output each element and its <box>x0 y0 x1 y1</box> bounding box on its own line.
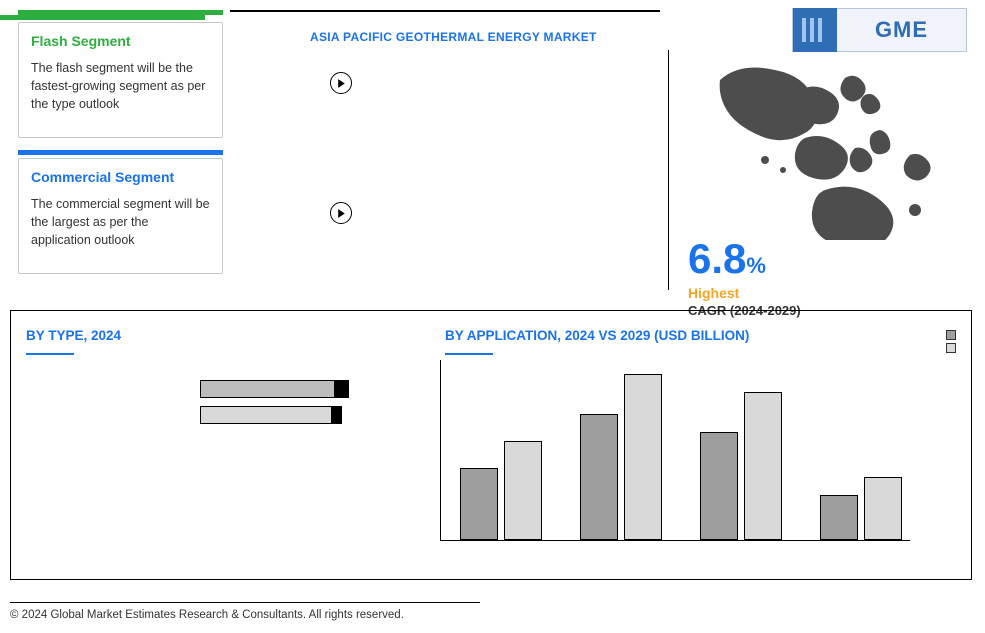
app-bar-2024 <box>700 432 738 540</box>
card-heading: Commercial Segment <box>31 169 210 185</box>
type-bar <box>200 406 332 424</box>
copyright: © 2024 Global Market Estimates Research … <box>10 609 404 621</box>
stat-pct: % <box>746 253 766 278</box>
stat-value: 6.8 <box>688 235 746 283</box>
arrow-right-icon <box>330 72 352 94</box>
section-title-text: BY TYPE, 2024 <box>26 328 121 343</box>
asia-pacific-map-icon <box>705 60 965 240</box>
underline <box>445 353 493 355</box>
y-axis <box>440 360 441 540</box>
underline <box>26 353 74 355</box>
type-bar-cap <box>332 406 342 424</box>
chart-by-application <box>440 360 920 560</box>
card-heading: Flash Segment <box>31 33 210 49</box>
logo-icon <box>793 8 837 52</box>
type-bar-cap <box>335 380 349 398</box>
legend <box>946 330 961 356</box>
card-body: The flash segment will be the fastest-gr… <box>31 59 210 113</box>
app-bar-2029 <box>504 441 542 540</box>
x-axis <box>440 540 910 541</box>
type-bar <box>200 380 335 398</box>
app-bar-2029 <box>864 477 902 540</box>
stat-block: 6.8% Highest CAGR (2024-2029) <box>688 235 801 318</box>
app-bar-2029 <box>624 374 662 540</box>
section-title-text: BY APPLICATION, 2024 VS 2029 (USD BILLIO… <box>445 328 749 343</box>
app-bar-2024 <box>580 414 618 540</box>
page-title: ASIA PACIFIC GEOTHERMAL ENERGY MARKET <box>310 30 660 44</box>
card-commercial-segment: Commercial Segment The commercial segmen… <box>18 158 223 274</box>
vertical-divider <box>668 50 669 290</box>
brand-logo: GME <box>792 8 967 52</box>
legend-row <box>946 343 961 353</box>
legend-swatch <box>946 330 956 340</box>
card-1-accent <box>0 15 205 20</box>
chart-by-type <box>30 380 350 500</box>
app-bar-2024 <box>460 468 498 540</box>
footer-rule <box>10 602 480 603</box>
legend-swatch <box>946 343 956 353</box>
stat-label-1: Highest <box>688 285 801 301</box>
section-title-by-type: BY TYPE, 2024 <box>26 328 121 355</box>
app-bar-2024 <box>820 495 858 540</box>
logo-text: GME <box>837 17 966 43</box>
card-body: The commercial segment will be the large… <box>31 195 210 249</box>
legend-row <box>946 330 961 340</box>
top-rule <box>230 10 660 12</box>
card-flash-segment: Flash Segment The flash segment will be … <box>18 22 223 138</box>
card-2-accent <box>18 150 223 155</box>
app-bar-2029 <box>744 392 782 540</box>
arrow-right-icon <box>330 202 352 224</box>
section-title-by-application: BY APPLICATION, 2024 VS 2029 (USD BILLIO… <box>445 328 749 355</box>
